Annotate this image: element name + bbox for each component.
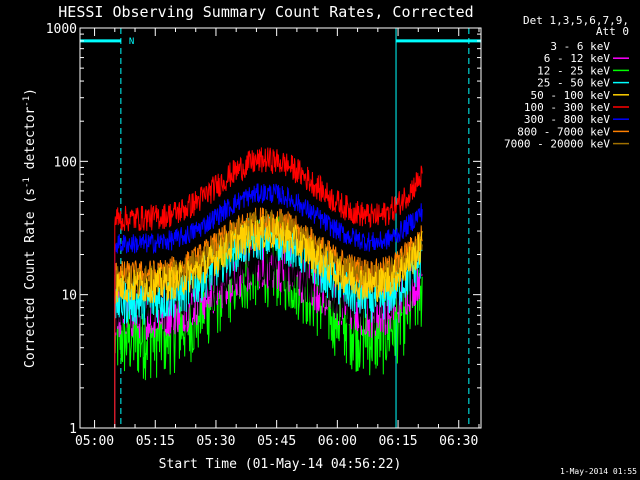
y-axis-label-sup: -1: [22, 177, 32, 188]
series-line: [114, 147, 423, 428]
y-tick-label: 100: [54, 155, 77, 170]
legend-entry-label: 7000 - 20000 keV: [504, 138, 610, 151]
x-tick-label: 06:30: [439, 434, 478, 449]
legend-entry-label: 800 - 7000 keV: [517, 125, 610, 138]
x-tick-label: 06:00: [318, 434, 357, 449]
y-axis-label-main: Corrected Count Rate (s: [23, 188, 38, 368]
y-axis-label-sup2: -1: [22, 96, 32, 107]
legend-header: Det 1,3,5,6,7,9,: [523, 14, 629, 27]
series-line: [114, 215, 423, 428]
legend-entry-label: 12 - 25 keV: [537, 64, 610, 77]
footer-timestamp: 1-May-2014 01:55: [560, 467, 637, 476]
y-axis: 1 10 100 1000: [46, 22, 481, 437]
plot-area: N: [79, 28, 481, 428]
x-tick-label: 05:30: [196, 434, 235, 449]
series-line: [114, 215, 423, 428]
legend-entry-label: 50 - 100 keV: [531, 89, 611, 102]
x-tick-label: 05:00: [75, 434, 114, 449]
series-line: [114, 215, 423, 428]
legend-entry-label: 100 - 300 keV: [524, 101, 610, 114]
flag-label: N: [129, 37, 134, 47]
legend-entry-label: 3 - 6 keV: [550, 40, 610, 53]
series-line: [114, 209, 423, 428]
y-tick-label: 10: [61, 289, 77, 304]
y-axis-label: Corrected Count Rate (s-1 detector-1): [22, 88, 38, 368]
plot-frame: [79, 27, 482, 429]
y-axis-label-end: ): [23, 88, 38, 96]
y-tick-label: 1: [69, 422, 77, 437]
x-tick-label: 05:15: [136, 434, 175, 449]
y-axis-label-tail: detector: [23, 107, 38, 178]
x-axis-label: Start Time (01-May-14 04:56:22): [159, 457, 402, 472]
x-tick-label: 05:45: [257, 434, 296, 449]
series-line: [114, 183, 423, 428]
x-axis: 05:00 05:15 05:30 05:45 06:00 06:15 06:30: [75, 28, 480, 449]
legend-header: Att 0: [596, 25, 629, 38]
x-tick-label: 06:15: [378, 434, 417, 449]
y-tick-label: 1000: [46, 22, 77, 37]
chart-title: HESSI Observing Summary Count Rates, Cor…: [58, 3, 473, 21]
legend-entry-label: 25 - 50 keV: [537, 77, 610, 90]
legend-entry-label: 300 - 800 keV: [524, 113, 610, 126]
legend-entry-label: 6 - 12 keV: [544, 52, 611, 65]
